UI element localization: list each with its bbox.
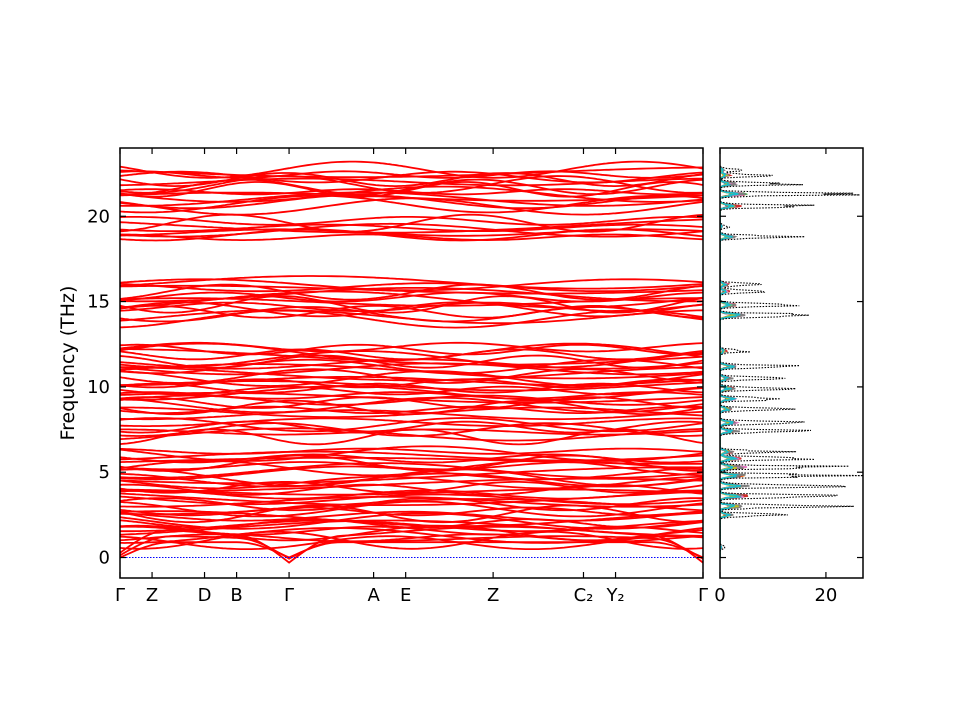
band-line-9 xyxy=(120,519,703,537)
band-line-59 xyxy=(120,385,703,396)
dos-ticks: 0 20 xyxy=(714,148,863,606)
band-line-41 xyxy=(120,447,703,455)
band-xtick-label-4: Γ xyxy=(284,585,294,606)
band-xtick-label-1: Z xyxy=(146,585,158,606)
band-line-111 xyxy=(120,175,703,194)
band-line-47 xyxy=(120,417,703,433)
band-xtick-label-0: Γ xyxy=(115,585,125,606)
band-xtick-label-6: E xyxy=(400,585,411,606)
band-line-53 xyxy=(120,396,703,414)
band-line-46 xyxy=(120,420,703,434)
band-xtick-label-9: Y₂ xyxy=(605,585,624,606)
band-x-ticks: Γ Z D B Γ A E Z C₂ Y₂ Γ xyxy=(115,148,708,606)
band-line-19 xyxy=(120,497,703,512)
band-line-115 xyxy=(120,170,703,179)
dos-lines xyxy=(720,165,863,558)
dos-xtick-label-1: 20 xyxy=(814,585,837,606)
band-line-27 xyxy=(120,477,703,492)
band-ytick-label-2: 10 xyxy=(87,377,110,398)
band-line-117 xyxy=(120,160,703,179)
dos-xtick-label-0: 0 xyxy=(714,585,725,606)
band-line-114 xyxy=(120,170,703,184)
band-line-38 xyxy=(120,453,703,464)
band-line-76 xyxy=(120,343,703,356)
band-line-84 xyxy=(120,295,703,314)
dos-panel: 0 20 xyxy=(714,147,864,606)
band-xtick-label-10: Γ xyxy=(698,585,708,606)
band-line-91 xyxy=(120,282,703,293)
band-line-31 xyxy=(120,466,703,485)
dos-plot-frame xyxy=(719,147,864,579)
band-xtick-label-3: B xyxy=(230,585,242,606)
band-line-33 xyxy=(120,462,703,479)
band-xtick-label-8: C₂ xyxy=(574,585,594,606)
band-line-52 xyxy=(120,399,703,416)
band-xtick-label-2: D xyxy=(198,585,212,606)
band-line-21 xyxy=(120,493,703,506)
band-line-48 xyxy=(120,417,703,428)
band-line-34 xyxy=(120,459,703,477)
band-line-99 xyxy=(120,218,703,234)
band-lines xyxy=(120,160,703,564)
band-line-103 xyxy=(120,194,703,214)
band-line-4 xyxy=(120,530,703,550)
band-ytick-label-4: 20 xyxy=(87,206,110,227)
band-line-93 xyxy=(120,275,703,290)
band-ytick-label-1: 5 xyxy=(99,462,110,483)
band-line-113 xyxy=(120,172,703,188)
band-line-30 xyxy=(120,468,703,487)
band-line-74 xyxy=(120,348,703,361)
band-line-79 xyxy=(120,309,703,325)
band-line-116 xyxy=(120,166,703,178)
y-axis-label: Frequency (THz) xyxy=(57,286,79,441)
band-line-69 xyxy=(120,358,703,375)
band-line-98 xyxy=(120,223,703,232)
band-plot-frame xyxy=(119,147,704,579)
band-line-105 xyxy=(120,191,703,207)
band-line-86 xyxy=(120,290,703,309)
band-line-16 xyxy=(120,506,703,517)
band-line-0 xyxy=(120,541,703,559)
band-line-26 xyxy=(120,481,703,494)
band-line-65 xyxy=(120,368,703,384)
band-line-55 xyxy=(120,394,703,406)
band-line-81 xyxy=(120,305,703,319)
band-y-ticks: 0 5 10 15 20 xyxy=(87,206,703,569)
band-ytick-label-0: 0 xyxy=(99,548,110,569)
band-line-92 xyxy=(120,278,703,292)
total-dos-line xyxy=(720,165,863,558)
band-line-72 xyxy=(120,350,703,369)
band-line-12 xyxy=(120,512,703,530)
band-line-101 xyxy=(120,216,703,226)
band-line-77 xyxy=(120,341,703,353)
band-ytick-label-3: 15 xyxy=(87,292,110,313)
band-line-104 xyxy=(120,193,703,210)
band-line-66 xyxy=(120,366,703,382)
band-line-45 xyxy=(120,422,703,437)
band-line-87 xyxy=(120,291,703,303)
band-line-11 xyxy=(120,518,703,529)
band-line-97 xyxy=(120,222,703,238)
band-xtick-label-7: Z xyxy=(487,585,499,606)
band-xtick-label-5: A xyxy=(367,585,380,606)
